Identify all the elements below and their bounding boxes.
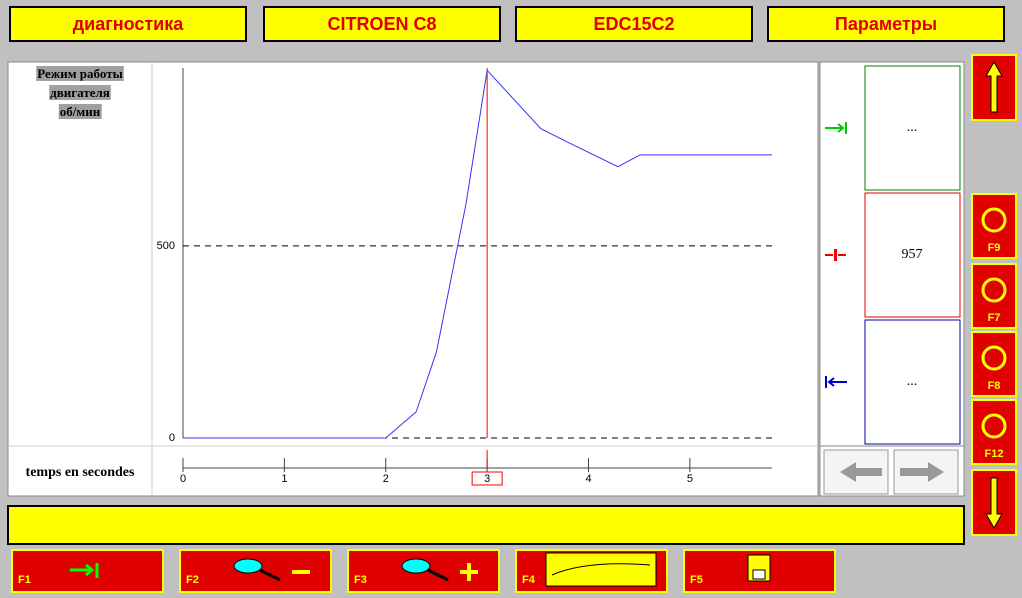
function-key[interactable]: F3 <box>347 549 500 593</box>
panel-value: 957 <box>902 247 923 262</box>
key-label: F3 <box>354 574 367 586</box>
key-label: F8 <box>988 380 1001 392</box>
y-axis-label: Режим работы <box>37 66 122 81</box>
key-icon <box>981 345 1007 371</box>
key-icon <box>292 570 310 574</box>
nav-right[interactable] <box>893 449 959 495</box>
label-highlight <box>36 65 124 81</box>
tab-label: Параметры <box>835 14 937 34</box>
x-tick-label: 4 <box>585 473 591 485</box>
header-tab[interactable]: Параметры <box>767 6 1005 42</box>
x-tick-label: 2 <box>383 473 389 485</box>
tab-label: EDC15C2 <box>593 14 674 34</box>
key-icon <box>467 563 471 581</box>
side-key[interactable]: F12 <box>971 399 1017 465</box>
key-icon <box>233 558 263 574</box>
key-label: F4 <box>522 574 536 586</box>
icon-end <box>825 376 847 388</box>
key-icon <box>427 568 449 582</box>
key-icon <box>752 569 766 580</box>
side-key[interactable]: F9 <box>971 193 1017 259</box>
data-line <box>183 69 772 439</box>
key-label: F5 <box>690 574 703 586</box>
chart-panel <box>7 61 819 497</box>
function-key[interactable]: F4 <box>515 549 668 593</box>
side-key[interactable]: F8 <box>971 331 1017 397</box>
panel-value: ... <box>907 374 918 389</box>
key-label: F7 <box>988 312 1001 324</box>
key-box <box>971 193 1017 259</box>
label-highlight <box>49 84 111 100</box>
header-tab[interactable]: CITROEN C8 <box>263 6 501 42</box>
value-box <box>864 192 961 318</box>
y-axis-label: двигателя <box>50 85 110 100</box>
function-key[interactable]: F2 <box>179 549 332 593</box>
key-icon <box>981 413 1007 439</box>
x-tick-label: 1 <box>281 473 287 485</box>
y-tick-label: 0 <box>169 432 175 444</box>
scroll-down[interactable] <box>971 469 1017 536</box>
scroll-up[interactable] <box>971 54 1017 121</box>
y-axis-label: об/мин <box>60 104 101 119</box>
key-icon <box>259 568 281 582</box>
key-box <box>971 331 1017 397</box>
tab-box <box>767 6 1005 42</box>
nav-left[interactable] <box>823 449 889 495</box>
key-label: F2 <box>186 574 199 586</box>
key-label: F12 <box>985 448 1004 460</box>
key-icon <box>981 207 1007 233</box>
panel-value: ... <box>907 120 918 135</box>
tab-box <box>515 6 753 42</box>
key-icon <box>551 563 651 576</box>
tab-label: диагностика <box>73 14 185 34</box>
key-label: F1 <box>18 574 31 586</box>
header-tab[interactable]: диагностика <box>9 6 247 42</box>
y-tick-label: 500 <box>157 240 175 252</box>
x-tick-label: 0 <box>180 473 186 485</box>
icon-cursor <box>825 249 846 261</box>
side-key[interactable]: F7 <box>971 263 1017 329</box>
x-tick-label: 5 <box>687 473 693 485</box>
function-key[interactable]: F5 <box>683 549 836 593</box>
key-box <box>971 263 1017 329</box>
cursor-box <box>471 471 503 486</box>
x-tick-label: 3 <box>484 473 490 485</box>
function-key[interactable]: F1 <box>11 549 164 593</box>
value-box <box>864 319 961 445</box>
key-icon <box>70 563 99 578</box>
x-axis-label: temps en secondes <box>26 465 135 480</box>
header-tab[interactable]: EDC15C2 <box>515 6 753 42</box>
label-highlight <box>58 103 102 119</box>
tab-box <box>9 6 247 42</box>
key-icon <box>981 277 1007 303</box>
value-box <box>864 65 961 191</box>
status-bar <box>7 505 965 545</box>
tab-label: CITROEN C8 <box>327 14 436 34</box>
key-icon <box>401 558 431 574</box>
icon-start <box>825 122 847 134</box>
key-box <box>971 399 1017 465</box>
key-label: F9 <box>988 242 1001 254</box>
tab-box <box>263 6 501 42</box>
key-icon <box>545 552 657 587</box>
